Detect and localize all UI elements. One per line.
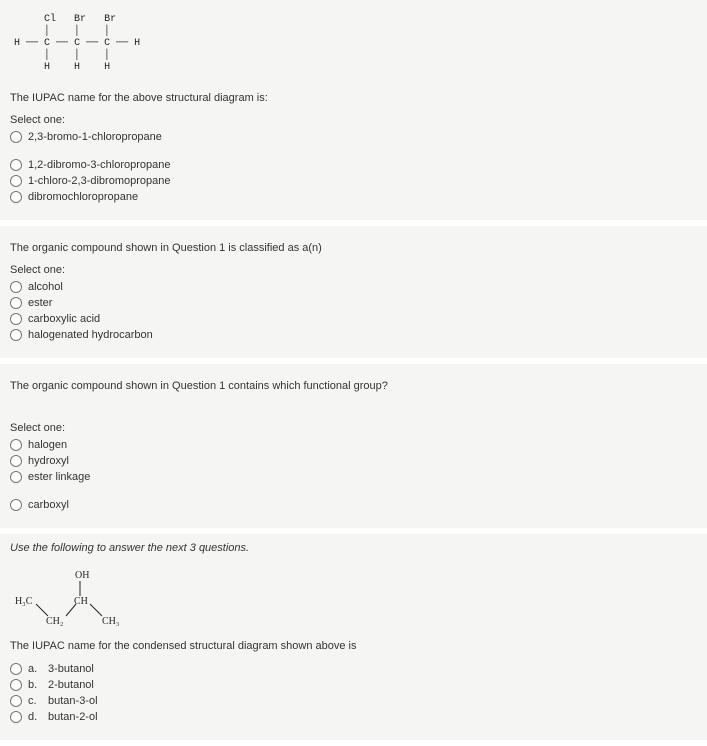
q1-option-3-label: dibromochloropropane (28, 191, 138, 203)
q3-options: halogen hydroxyl ester linkage carboxyl (10, 438, 697, 512)
structure-1: Cl Br Br │ │ │ H ── C ── C ── C ── H │ │… (10, 8, 697, 74)
q2-option-1-label: ester (28, 297, 52, 309)
question-2: The organic compound shown in Question 1… (0, 226, 707, 364)
struct1-row-bond-bot: │ │ │ (14, 50, 693, 62)
structure-2: OH H₃C CH₂ CH CH₃ (10, 566, 170, 626)
q3-radio-3[interactable] (10, 499, 22, 511)
q1-option-1[interactable]: 1,2-dibromo-3-chloropropane (10, 158, 697, 172)
struct2-ch3: CH₃ (102, 616, 119, 626)
q3-select-label: Select one: (10, 422, 697, 434)
q3-radio-2[interactable] (10, 471, 22, 483)
struct2-ch: CH (74, 596, 88, 607)
q4-option-3[interactable]: d. butan-2-ol (10, 710, 697, 724)
q4-option-0[interactable]: a. 3-butanol (10, 662, 697, 676)
q1-option-1-label: 1,2-dibromo-3-chloropropane (28, 159, 170, 171)
q3-option-1-label: hydroxyl (28, 455, 69, 467)
q2-option-3-label: halogenated hydrocarbon (28, 329, 153, 341)
q2-option-3[interactable]: halogenated hydrocarbon (10, 328, 697, 342)
q4-options: a. 3-butanol b. 2-butanol c. butan-3-ol … (10, 662, 697, 724)
q1-option-0-label: 2,3-bromo-1-chloropropane (28, 131, 162, 143)
q4-option-1-label: 2-butanol (48, 679, 94, 691)
q2-option-1[interactable]: ester (10, 296, 697, 310)
q1-options: 2,3-bromo-1-chloropropane 1,2-dibromo-3-… (10, 130, 697, 204)
q4-prefix-2: c. (28, 695, 42, 707)
q3-radio-1[interactable] (10, 455, 22, 467)
q1-radio-2[interactable] (10, 175, 22, 187)
q4-radio-0[interactable] (10, 663, 22, 675)
q1-option-3[interactable]: dibromochloropropane (10, 190, 697, 204)
question-1: Cl Br Br │ │ │ H ── C ── C ── C ── H │ │… (0, 0, 707, 226)
q4-option-1[interactable]: b. 2-butanol (10, 678, 697, 692)
q1-radio-1[interactable] (10, 159, 22, 171)
question-4-block: Use the following to answer the next 3 q… (0, 534, 707, 746)
q4-option-2-label: butan-3-ol (48, 695, 98, 707)
q4-option-0-label: 3-butanol (48, 663, 94, 675)
question-3: The organic compound shown in Question 1… (0, 364, 707, 534)
q3-text: The organic compound shown in Question 1… (10, 380, 697, 392)
q2-option-2[interactable]: carboxylic acid (10, 312, 697, 326)
q4-option-2[interactable]: c. butan-3-ol (10, 694, 697, 708)
struct2-ch2: CH₂ (46, 616, 63, 626)
struct1-row-mid: H ── C ── C ── C ── H (14, 38, 693, 50)
q1-option-2-label: 1-chloro-2,3-dibromopropane (28, 175, 170, 187)
q2-text: The organic compound shown in Question 1… (10, 242, 697, 254)
q3-option-3-label: carboxyl (28, 499, 69, 511)
q4-text: The IUPAC name for the condensed structu… (10, 640, 697, 652)
q2-options: alcohol ester carboxylic acid halogenate… (10, 280, 697, 342)
q3-option-1[interactable]: hydroxyl (10, 454, 697, 468)
q2-radio-0[interactable] (10, 281, 22, 293)
q4-radio-1[interactable] (10, 679, 22, 691)
q4-intro: Use the following to answer the next 3 q… (10, 542, 697, 554)
q1-radio-0[interactable] (10, 131, 22, 143)
q3-radio-0[interactable] (10, 439, 22, 451)
struct1-row-bot: H H H (14, 62, 693, 74)
q2-option-0[interactable]: alcohol (10, 280, 697, 294)
q4-option-3-label: butan-2-ol (48, 711, 98, 723)
q3-option-0-label: halogen (28, 439, 67, 451)
q3-option-3[interactable]: carboxyl (10, 498, 697, 512)
q3-option-2[interactable]: ester linkage (10, 470, 697, 484)
q4-radio-3[interactable] (10, 711, 22, 723)
q1-option-0[interactable]: 2,3-bromo-1-chloropropane (10, 130, 697, 144)
q3-option-0[interactable]: halogen (10, 438, 697, 452)
struct1-row-bond-top: │ │ │ (14, 26, 693, 38)
struct1-row-top: Cl Br Br (14, 14, 693, 26)
q2-radio-3[interactable] (10, 329, 22, 341)
q1-select-label: Select one: (10, 114, 697, 126)
q4-prefix-3: d. (28, 711, 42, 723)
struct2-h3c: H₃C (15, 596, 33, 607)
q4-radio-2[interactable] (10, 695, 22, 707)
q2-option-0-label: alcohol (28, 281, 63, 293)
q1-option-2[interactable]: 1-chloro-2,3-dibromopropane (10, 174, 697, 188)
q1-text: The IUPAC name for the above structural … (10, 92, 697, 104)
q2-radio-1[interactable] (10, 297, 22, 309)
q4-prefix-1: b. (28, 679, 42, 691)
q2-select-label: Select one: (10, 264, 697, 276)
q1-radio-3[interactable] (10, 191, 22, 203)
q2-radio-2[interactable] (10, 313, 22, 325)
q3-option-2-label: ester linkage (28, 471, 90, 483)
q2-option-2-label: carboxylic acid (28, 313, 100, 325)
q4-prefix-0: a. (28, 663, 42, 675)
struct2-oh: OH (75, 570, 89, 581)
